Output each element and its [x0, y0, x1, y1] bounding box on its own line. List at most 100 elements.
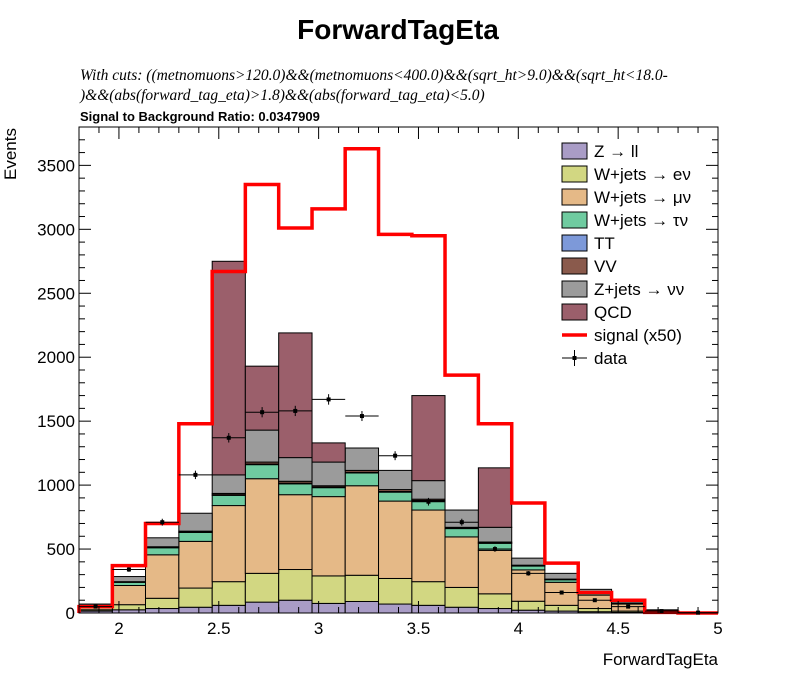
stack-bar-w+jets-bin-2 [144, 597, 180, 610]
stack-bar-w+jets-bin-9 [378, 491, 413, 502]
data-point-7 [326, 397, 331, 402]
signal-line [77, 146, 718, 615]
data-point-12 [492, 547, 497, 552]
data-point-1 [126, 567, 131, 572]
stack-bar-w+jets-bin-7 [311, 487, 346, 498]
stack-bar-w+jets-bin-3 [178, 540, 213, 589]
legend-swatch-6 [561, 280, 588, 298]
stack-bar-w+jets-bin-10 [411, 581, 446, 606]
data-point-5 [260, 410, 265, 415]
stack-bar-z-bin-4 [211, 604, 246, 614]
legend-swatch-1 [561, 165, 588, 183]
stack-bar-z-bin-12 [477, 608, 513, 614]
data-point-6 [293, 408, 298, 413]
legend: Z → ll W+jets → eν W+jets → μν W+jets → τν T… [561, 142, 691, 368]
stack-bar-qcd-bin-6 [278, 332, 313, 459]
x-tick-label: 2.5 [207, 619, 231, 638]
stack-bar-z-bin-3 [178, 606, 213, 614]
data-point-9 [393, 453, 398, 458]
stack-bar-w+jets-bin-3 [178, 531, 213, 542]
stack-bar-z-bin-5 [244, 601, 280, 614]
stack-bar-w+jets-bin-6 [278, 494, 313, 571]
cuts-text-line2: )&&(abs(forward_tag_eta)>1.8)&&(abs(forw… [79, 87, 485, 104]
data-point-3 [193, 472, 198, 477]
stack-bar-w+jets-bin-1 [111, 585, 146, 606]
data-point-14 [559, 590, 564, 595]
x-axis-label: ForwardTagEta [603, 650, 719, 669]
stack-bar-w+jets-bin-8 [344, 574, 380, 602]
stack-bar-z+jets-bin-12 [477, 526, 513, 543]
stack-bar-w+jets-bin-12 [477, 593, 513, 610]
legend-swatch-2 [561, 188, 588, 206]
stack-bar-w+jets-bin-4 [211, 581, 246, 606]
stack-bar-z+jets-bin-8 [344, 447, 380, 471]
stack-bar-z-bin-11 [444, 606, 479, 614]
stack-bar-z+jets-bin-14 [544, 572, 579, 580]
data-point-4 [226, 435, 231, 440]
stack-bar-z-bin-10 [411, 604, 446, 614]
stack-bar-w+jets-bin-9 [378, 577, 413, 605]
y-tick-label: 3500 [37, 156, 75, 175]
legend-label-2: W+jets → μν [594, 188, 691, 207]
stack-bar-qcd-bin-4 [211, 260, 246, 476]
stack-bar-z+jets-bin-9 [378, 469, 413, 491]
stack-bar-qcd-bin-7 [311, 442, 346, 463]
stack-bar-z+jets-bin-7 [311, 461, 346, 487]
signal-background-ratio: Signal to Background Ratio: 0.0347909 [80, 109, 320, 124]
stack-bar-w+jets-bin-13 [511, 565, 546, 571]
y-tick-label: 3000 [37, 220, 75, 239]
y-tick-label: 1500 [37, 412, 75, 431]
stack-bar-w+jets-bin-8 [344, 472, 380, 487]
x-tick-label: 3.5 [407, 619, 431, 638]
stack-bar-w+jets-bin-5 [244, 478, 280, 574]
stack-bar-z+jets-bin-4 [211, 474, 246, 494]
legend-label-0: Z → ll [594, 142, 638, 161]
stack-bar-w+jets-bin-2 [144, 554, 180, 599]
stack-bar-w+jets-bin-11 [444, 536, 479, 588]
data-point-17 [659, 609, 664, 614]
stack-bar-w+jets-bin-7 [311, 575, 346, 604]
y-tick-label: 500 [47, 540, 75, 559]
stack-bar-z-bin-9 [378, 603, 413, 614]
stack-bar-w+jets-bin-11 [444, 586, 479, 608]
legend-swatch-0 [561, 142, 588, 160]
legend-swatch-3 [561, 211, 588, 229]
stack-bar-w+jets-bin-7 [311, 496, 346, 577]
chart-title: ForwardTagEta [297, 14, 499, 45]
data-point-16 [626, 604, 631, 609]
legend-label-6: Z+jets → νν [594, 280, 684, 299]
stack-bar-z-bin-2 [144, 608, 180, 614]
stack-bar-w+jets-bin-11 [444, 528, 479, 538]
legend-swatch-7 [561, 303, 588, 321]
stack-bar-w+jets-bin-13 [511, 600, 546, 611]
y-tick-label: 1000 [37, 476, 75, 495]
stack-bar-z+jets-bin-6 [278, 457, 313, 482]
legend-label-1: W+jets → eν [594, 165, 691, 184]
legend-label-4: TT [594, 234, 615, 253]
stack-bar-qcd-bin-5 [244, 365, 280, 431]
stack-bar-z+jets-bin-3 [178, 512, 213, 532]
stack-bar-z-bin-7 [311, 602, 346, 614]
legend-swatch-4 [561, 234, 588, 252]
stack-bar-z+jets-bin-1 [111, 576, 146, 583]
legend-label-3: W+jets → τν [594, 211, 688, 230]
stack-bar-w+jets-bin-6 [278, 569, 313, 601]
stack-bar-z+jets-bin-10 [411, 480, 446, 500]
y-tick-label: 0 [66, 604, 75, 623]
y-tick-label: 2500 [37, 284, 75, 303]
stack-bar-z+jets-bin-13 [511, 557, 546, 566]
legend-label-7: QCD [594, 303, 632, 322]
data-point-13 [526, 571, 531, 576]
stack-bar-w+jets-bin-9 [378, 500, 413, 579]
data-point-11 [459, 520, 464, 525]
y-tick-label: 2000 [37, 348, 75, 367]
signal-histogram [77, 146, 718, 615]
data-points [78, 394, 718, 615]
stack-bar-qcd-bin-12 [477, 467, 513, 528]
data-point-10 [426, 499, 431, 504]
x-tick-label: 5 [713, 619, 722, 638]
data-point-0 [93, 604, 98, 609]
data-point-15 [592, 598, 597, 603]
stack-bar-w+jets-bin-4 [211, 494, 246, 507]
stack-bar-w+jets-bin-12 [477, 549, 513, 595]
